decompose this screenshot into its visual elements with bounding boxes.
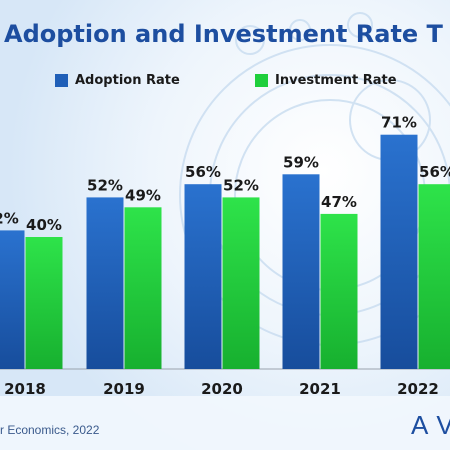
- bar-adoption-2021: [282, 174, 320, 369]
- data-label-adoption-2021: 59%: [283, 153, 319, 171]
- data-label-adoption-2018: 2%: [0, 209, 19, 227]
- legend-swatch-adoption: [55, 74, 68, 87]
- bar-adoption-2018: [0, 230, 25, 369]
- bar-investment-2020: [222, 197, 260, 369]
- company-logo: AV: [411, 410, 450, 440]
- legend-item-investment: Investment Rate: [255, 73, 397, 88]
- legend-label-investment: Investment Rate: [275, 73, 397, 88]
- data-label-investment-2022: 56%: [419, 163, 450, 181]
- data-label-investment-2021: 47%: [321, 193, 357, 211]
- data-label-adoption-2019: 52%: [87, 176, 123, 194]
- bar-adoption-2019: [86, 197, 124, 369]
- chart-title: Adoption and Investment Rate T: [4, 20, 443, 48]
- bar-adoption-2022: [380, 134, 418, 369]
- bar-investment-2019: [124, 207, 162, 369]
- x-tick-2021: 2021: [299, 380, 341, 398]
- legend-item-adoption: Adoption Rate: [55, 73, 180, 88]
- x-tick-2019: 2019: [103, 380, 145, 398]
- legend-swatch-investment: [255, 74, 268, 87]
- source-note: r Economics, 2022: [0, 423, 100, 437]
- bar-investment-2018: [25, 237, 63, 369]
- bar-investment-2022: [418, 184, 450, 369]
- data-label-investment-2019: 49%: [125, 186, 161, 204]
- bar-investment-2021: [320, 213, 358, 369]
- data-label-adoption-2022: 71%: [381, 114, 417, 132]
- data-label-investment-2020: 52%: [223, 176, 259, 194]
- data-label-adoption-2020: 56%: [185, 163, 221, 181]
- x-tick-2022: 2022: [397, 380, 439, 398]
- data-label-investment-2018: 40%: [26, 216, 62, 234]
- x-tick-2020: 2020: [201, 380, 243, 398]
- bar-adoption-2020: [184, 184, 222, 369]
- x-tick-2018: 2018: [4, 380, 46, 398]
- legend-label-adoption: Adoption Rate: [75, 73, 180, 88]
